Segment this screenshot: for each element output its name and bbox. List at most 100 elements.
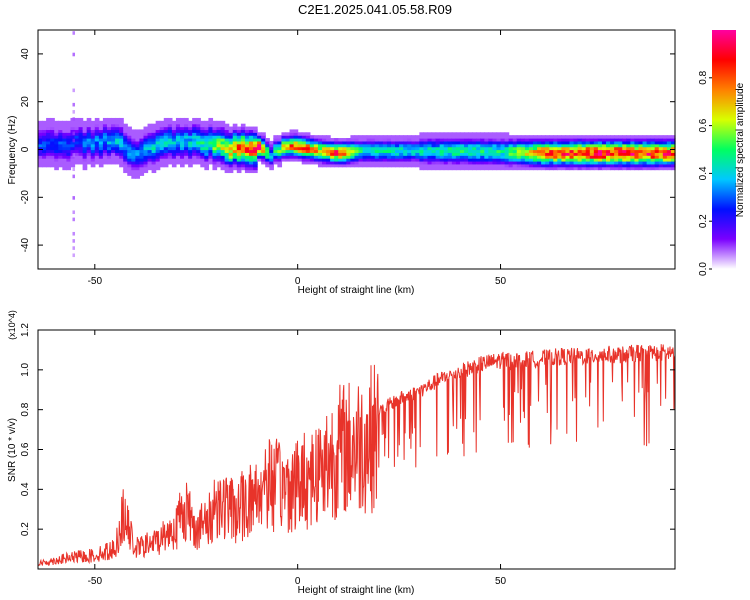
spectrogram-cell [338, 160, 343, 165]
spectrogram-cell [480, 152, 485, 156]
spectrogram-cell [597, 166, 603, 171]
spectrogram-cell [528, 138, 534, 142]
spectrogram-cell [301, 143, 307, 148]
spectrogram-cell [480, 158, 485, 162]
spectrogram-cell [220, 155, 226, 159]
spectrogram-cell [338, 138, 343, 142]
spectrogram-cell [212, 155, 218, 159]
spectrogram-cell [468, 140, 473, 145]
spectrogram-cell [350, 140, 356, 145]
spectrogram-cell [98, 158, 104, 162]
spectrogram-cell [386, 155, 392, 159]
spectrogram-cell [520, 158, 526, 162]
spectrogram-cell [334, 152, 339, 156]
spectrogram-cell [74, 160, 80, 165]
spectrogram-cell [163, 155, 169, 159]
spectrogram-cell [143, 169, 149, 174]
spectrogram-cell [131, 152, 136, 156]
spectrogram-cell [131, 175, 136, 179]
spectrogram-cell [115, 149, 120, 153]
spectrogram-cell [72, 153, 75, 157]
spectrogram-cell [565, 155, 571, 159]
spectrogram-cell [192, 158, 197, 162]
spectrogram-cell [601, 152, 607, 156]
spectrogram-cell [192, 126, 197, 131]
spectrogram-cell [415, 138, 420, 142]
spectrogram-cell [78, 149, 84, 153]
spectrogram-cell [50, 138, 55, 142]
spectrogram-cell [159, 140, 165, 145]
spectrogram-cell [638, 146, 644, 151]
spectrogram-cell [472, 158, 477, 162]
spectrogram-cell [585, 138, 591, 142]
spectrogram-cell [597, 146, 603, 151]
spectrogram-cell [666, 152, 672, 156]
spectrogram-cell [119, 138, 124, 142]
spectrogram-cell [464, 152, 469, 156]
spectrogram-cell [66, 163, 72, 168]
snr-y-tick-label: 1.0 [20, 362, 31, 376]
spectrogram-cell [155, 140, 161, 145]
spectrogram-cell [253, 140, 258, 145]
spectrogram-cell [204, 120, 210, 125]
spectrogram-cell [411, 138, 416, 142]
spectrogram-cell [94, 126, 100, 131]
spectrogram-cell [390, 155, 396, 159]
spectrogram-cell [232, 135, 238, 139]
spectrogram-cell [354, 149, 360, 153]
spectrogram-cell [642, 166, 648, 171]
spectrogram-cell [72, 117, 75, 121]
spectrogram-cell [98, 126, 104, 131]
spectrogram-cell [597, 152, 603, 156]
spectrogram-cell [451, 140, 457, 145]
spectrogram-cell [532, 135, 538, 139]
spectrogram-cell [119, 149, 124, 153]
spectrogram-cell [427, 160, 433, 165]
spectrogram-cell [66, 155, 72, 159]
spectrogram-cell [362, 163, 368, 168]
spectrogram-cell [285, 155, 291, 159]
spectrogram-cell [435, 140, 441, 145]
spectrogram-cell [549, 135, 554, 139]
spectrogram-cell [72, 231, 75, 236]
spectrogram-cell [72, 217, 75, 222]
spectrogram-cell [350, 138, 356, 142]
spectrogram-cell [127, 152, 132, 156]
spectrogram-cell [220, 166, 226, 171]
spectrogram-cell [326, 143, 331, 148]
spectrogram-cell [565, 160, 571, 165]
snr-multiplier-label: (x10^4) [7, 310, 17, 340]
spectrogram-cell [159, 146, 165, 151]
spectrogram-cell [504, 158, 510, 162]
spectrogram-y-tick-label: -40 [20, 237, 31, 252]
spectrogram-cell [317, 135, 323, 139]
spectrogram-cell [305, 160, 311, 165]
spectrogram-cell [253, 135, 258, 139]
spectrogram-cell [606, 135, 611, 139]
spectrogram-cell [224, 129, 230, 133]
spectrogram-cell [415, 146, 420, 151]
spectrogram-cell [593, 149, 599, 153]
spectrogram-cell [415, 158, 420, 162]
spectrogram-cell [338, 158, 343, 162]
spectrogram-cell [516, 140, 522, 145]
spectrogram-cell [606, 166, 611, 171]
spectrogram-cell [220, 126, 226, 131]
spectrogram-cell [447, 166, 453, 171]
spectrogram-cell [334, 146, 339, 151]
spectrogram-cell [528, 152, 534, 156]
spectrogram-cell [277, 140, 283, 145]
spectrogram-cell [143, 129, 149, 133]
spectrogram-cell [127, 172, 132, 176]
spectrogram-cell [200, 135, 205, 139]
spectrogram-cell [184, 126, 189, 131]
spectrogram-cell [569, 138, 575, 142]
spectrogram-cell [74, 158, 80, 162]
spectrogram-cell [399, 163, 404, 168]
spectrogram-cell [180, 163, 185, 168]
spectrogram-cell [131, 158, 136, 162]
spectrogram-cell [670, 163, 676, 168]
spectrogram-cell [342, 152, 347, 156]
spectrogram-cell [171, 126, 177, 131]
spectrogram-cell [504, 166, 510, 171]
